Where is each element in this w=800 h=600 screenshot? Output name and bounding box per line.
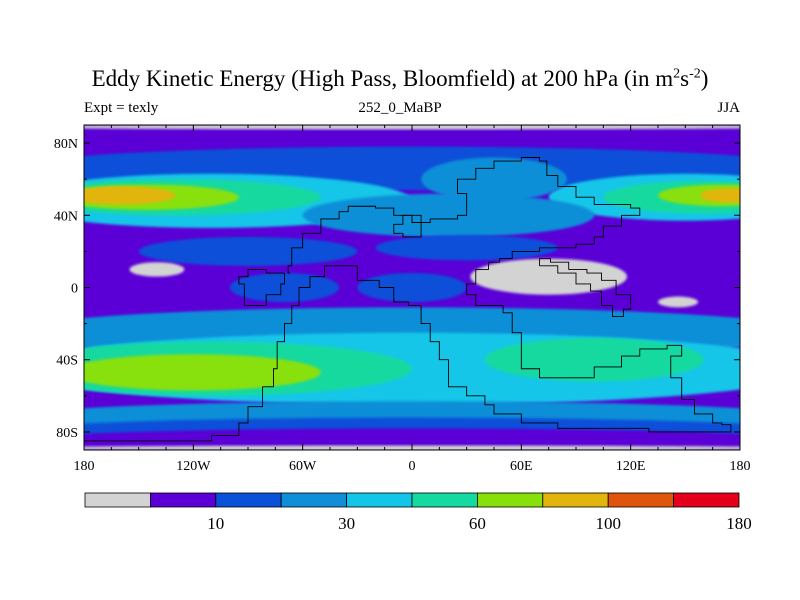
field-region-4 (66, 186, 175, 204)
y-tick-label-3: 40S (56, 354, 78, 369)
colorbar: 10 30 60 100 180 (85, 493, 752, 533)
colorbar-label-2: 60 (469, 514, 486, 533)
colorbar-bin-0 (85, 493, 150, 507)
colorbar-bin-1 (150, 493, 215, 507)
colorbar-label-4: 180 (726, 514, 752, 533)
x-tick-label-3: 0 (409, 459, 416, 474)
x-tick-label-0: 180 (74, 459, 95, 474)
colorbar-bin-5 (412, 493, 477, 507)
field-region-11 (139, 237, 358, 266)
x-tick-label-6: 180 (730, 459, 751, 474)
colorbar-label-1: 30 (338, 514, 355, 533)
colorbar-bin-8 (608, 493, 673, 507)
field-region-9 (303, 194, 595, 237)
field-region-8 (700, 188, 766, 202)
colorbar-bin-4 (347, 493, 412, 507)
x-tick-label-1: 120W (176, 459, 211, 474)
field-region-27 (658, 297, 698, 308)
y-tick-label-1: 40N (54, 209, 78, 224)
energy-field (11, 124, 800, 454)
x-tick-label-2: 60W (289, 459, 317, 474)
y-tick-label-4: 80S (56, 426, 78, 441)
x-tick-label-4: 60E (510, 459, 533, 474)
colorbar-bin-2 (216, 493, 281, 507)
field-region-12 (376, 235, 558, 260)
colorbar-bin-7 (543, 493, 608, 507)
field-region-18 (66, 354, 321, 390)
y-tick-label-2: 0 (71, 282, 78, 297)
field-region-14 (357, 273, 466, 302)
colorbar-label-3: 100 (595, 514, 621, 533)
y-tick-label-0: 80N (54, 137, 78, 152)
field-region-26 (130, 262, 185, 276)
x-tick-label-5: 120E (616, 459, 646, 474)
eke-map-chart: 180 120W 60W 0 60E 120E 180 80N 40N 0 40S 80S 10 30 6… (0, 0, 800, 600)
colorbar-bin-6 (477, 493, 542, 507)
colorbar-bin-9 (674, 493, 739, 507)
colorbar-label-0: 10 (207, 514, 224, 533)
colorbar-bin-3 (281, 493, 346, 507)
field-region-25 (470, 259, 627, 295)
